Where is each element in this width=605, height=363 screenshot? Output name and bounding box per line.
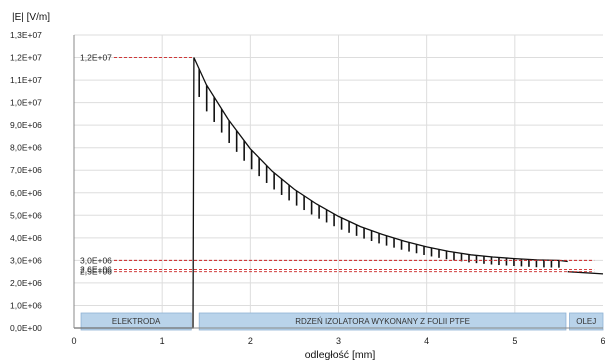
field-curve-0 <box>74 57 568 329</box>
region-band <box>569 312 604 331</box>
x-tick-label: 1 <box>160 336 165 346</box>
region-label: RDZEŃ IZOLATORA WYKONANY Z FOLII PTFE <box>295 317 470 326</box>
x-axis-title: odległość [mm] <box>305 349 376 361</box>
x-tick-label: 6 <box>600 336 605 346</box>
y-tick-label: 1,3E+07 <box>10 30 42 40</box>
field-curve-1 <box>567 271 604 275</box>
annotation-label: 3,0E+06 <box>80 255 112 265</box>
region-band <box>198 312 567 331</box>
y-axis-title: |E| [V/m] <box>12 12 50 23</box>
y-tick-label: 8,0E+06 <box>10 143 42 153</box>
region-label: OLEJ <box>576 317 596 326</box>
annotation-label: 2,5E+06 <box>80 267 112 277</box>
region-label: ELEKTRODA <box>112 317 161 326</box>
y-tick-label: 1,0E+07 <box>10 98 42 108</box>
y-tick-label: 5,0E+06 <box>10 210 42 220</box>
y-tick-label: 9,0E+06 <box>10 120 42 130</box>
annotation-label: 1,2E+07 <box>80 53 112 63</box>
x-tick-label: 5 <box>512 336 517 346</box>
y-tick-label: 1,1E+07 <box>10 75 42 85</box>
y-tick-label: 0,0E+00 <box>10 323 42 333</box>
annotation-label: 2,6E+06 <box>80 264 112 274</box>
x-tick-label: 2 <box>248 336 253 346</box>
y-tick-label: 4,0E+06 <box>10 233 42 243</box>
x-tick-label: 0 <box>71 336 76 346</box>
x-tick-label: 3 <box>336 336 341 346</box>
region-band <box>80 312 192 331</box>
y-tick-label: 1,2E+07 <box>10 53 42 63</box>
y-tick-label: 3,0E+06 <box>10 255 42 265</box>
y-tick-label: 2,0E+06 <box>10 278 42 288</box>
x-tick-label: 4 <box>424 336 429 346</box>
y-tick-label: 6,0E+06 <box>10 188 42 198</box>
y-tick-label: 7,0E+06 <box>10 165 42 175</box>
y-tick-label: 1,0E+06 <box>10 300 42 310</box>
